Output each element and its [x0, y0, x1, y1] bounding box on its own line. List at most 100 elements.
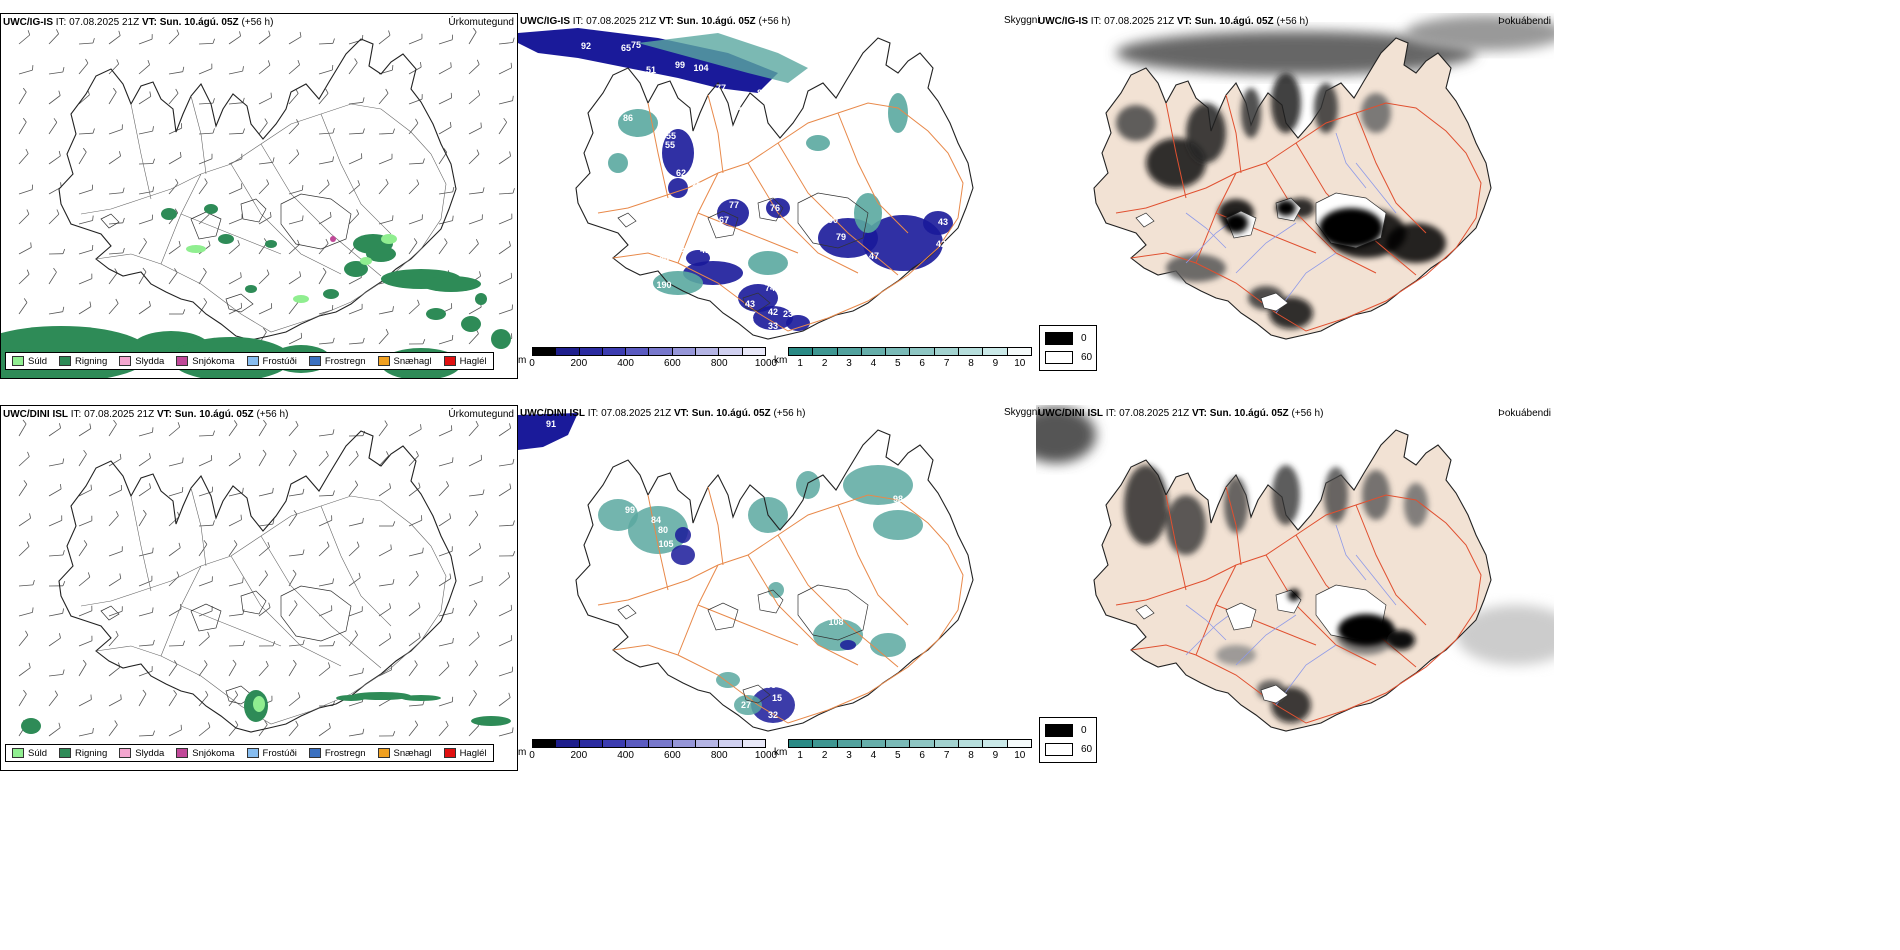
visibility-area — [653, 271, 703, 295]
wind-barb — [408, 704, 423, 707]
wind-barb — [78, 520, 93, 527]
wind-barb — [108, 578, 122, 587]
wind-barb — [258, 183, 269, 195]
precip-area — [265, 240, 277, 248]
visibility-area — [638, 33, 808, 83]
fog-legend: 0 60 — [1039, 717, 1097, 763]
vt-value: Sun. 10.ágú. 05Z — [676, 16, 756, 27]
glacier-outlines — [617, 192, 869, 312]
colorbar-tick: 400 — [617, 358, 634, 369]
colorbar-segment — [533, 740, 557, 747]
wind-barb — [378, 698, 392, 707]
vt-value: Sun. 10.ágú. 05Z — [159, 17, 239, 28]
wind-barb — [198, 544, 208, 557]
visibility-value: 65 — [621, 43, 631, 53]
wind-barb — [498, 671, 513, 677]
wind-barb-flag — [332, 429, 335, 435]
wind-barb — [48, 612, 63, 617]
wind-barb — [228, 613, 243, 617]
wind-barb-flag — [325, 88, 329, 94]
colorbar-segment — [696, 740, 720, 747]
wind-barb-flag — [293, 510, 298, 515]
colorbar-segment — [983, 740, 1008, 747]
wind-barb — [468, 664, 478, 677]
wind-barb-flag — [120, 694, 122, 700]
visibility-area — [671, 545, 695, 565]
wind-barb — [228, 724, 239, 737]
wind-barb — [348, 733, 363, 737]
km-colorbar: km 1 2 3 4 5 6 7 8 9 10 — [774, 739, 1036, 765]
wind-barb-flag — [443, 148, 448, 153]
wind-barb — [198, 664, 208, 677]
wind-barb-flag — [332, 156, 334, 162]
colorbar-segment — [959, 348, 984, 355]
vt-label: VT: — [156, 409, 172, 420]
black-swatch — [1045, 332, 1073, 345]
wind-barb — [498, 277, 512, 285]
wind-barb-flag — [508, 241, 511, 247]
wind-barb-flag — [450, 62, 452, 68]
wind-barb — [78, 453, 87, 467]
wind-barb-flag — [296, 149, 300, 155]
wind-barb — [498, 100, 513, 105]
wind-barb — [228, 663, 237, 677]
wind-barb — [348, 342, 363, 345]
fog-area — [1314, 83, 1338, 133]
wind-barb — [438, 642, 453, 647]
wind-barb — [228, 457, 241, 467]
wind-barb — [468, 127, 482, 135]
colorbar-tick: 800 — [710, 358, 728, 369]
wind-barb — [468, 425, 479, 437]
drizzle-area — [186, 245, 206, 253]
wind-barb — [438, 39, 453, 45]
wind-barb-flag — [59, 423, 61, 429]
wind-barb — [468, 306, 482, 315]
colorbar-ticks: 0 200 400 600 800 1000 — [529, 358, 777, 370]
wind-barb-flag — [385, 88, 389, 94]
wind-barb-flag — [294, 600, 298, 605]
wind-barb-flag — [149, 483, 151, 489]
wind-barb — [138, 305, 151, 315]
vt-label: VT: — [141, 17, 157, 28]
wind-barb — [168, 693, 177, 707]
wind-barb — [378, 637, 391, 647]
legend-item: Frostúði — [246, 356, 297, 367]
wind-barb — [258, 665, 269, 677]
visibility-value: 19 — [738, 245, 748, 255]
colorbar-tick: 1000 — [754, 358, 778, 369]
legend-swatch — [443, 748, 456, 758]
wind-barb — [438, 429, 452, 437]
wind-barb — [108, 610, 123, 617]
wind-barb — [18, 456, 30, 467]
panel-title: Þokuábendi — [1498, 16, 1551, 27]
visibility-area — [608, 153, 628, 173]
wind-barb — [288, 153, 300, 165]
visibility-area — [923, 211, 953, 235]
colorbar-tick: 6 — [919, 750, 925, 761]
visibility-value: 43 — [938, 217, 948, 227]
wind-barb-flag — [30, 242, 32, 248]
wind-barb — [468, 153, 480, 165]
wind-barb-flag — [203, 540, 208, 545]
colorbar-segment — [719, 740, 743, 747]
wind-barb — [78, 94, 90, 105]
wind-barb — [288, 302, 298, 315]
wind-barb — [258, 453, 267, 467]
precip-area — [21, 718, 41, 734]
wind-barb-flag — [267, 60, 271, 66]
wind-barb — [498, 488, 512, 497]
wind-barb-flag — [178, 542, 181, 548]
wind-barb — [348, 62, 358, 75]
wind-barb — [348, 157, 362, 165]
wind-barb-flag — [269, 211, 272, 217]
fog-area — [1224, 477, 1248, 533]
wind-barb — [138, 191, 153, 195]
visibility-value: 90 — [828, 215, 838, 225]
colorbar-ticks: 1 2 3 4 5 6 7 8 9 10 — [788, 358, 1032, 370]
lead-time: (+56 h) — [241, 17, 274, 28]
wind-barb-flag — [212, 520, 215, 526]
drizzle-area — [293, 295, 309, 303]
wind-barb-flag — [416, 179, 420, 185]
wind-barb — [348, 672, 363, 677]
colorbar-segment — [556, 740, 580, 747]
